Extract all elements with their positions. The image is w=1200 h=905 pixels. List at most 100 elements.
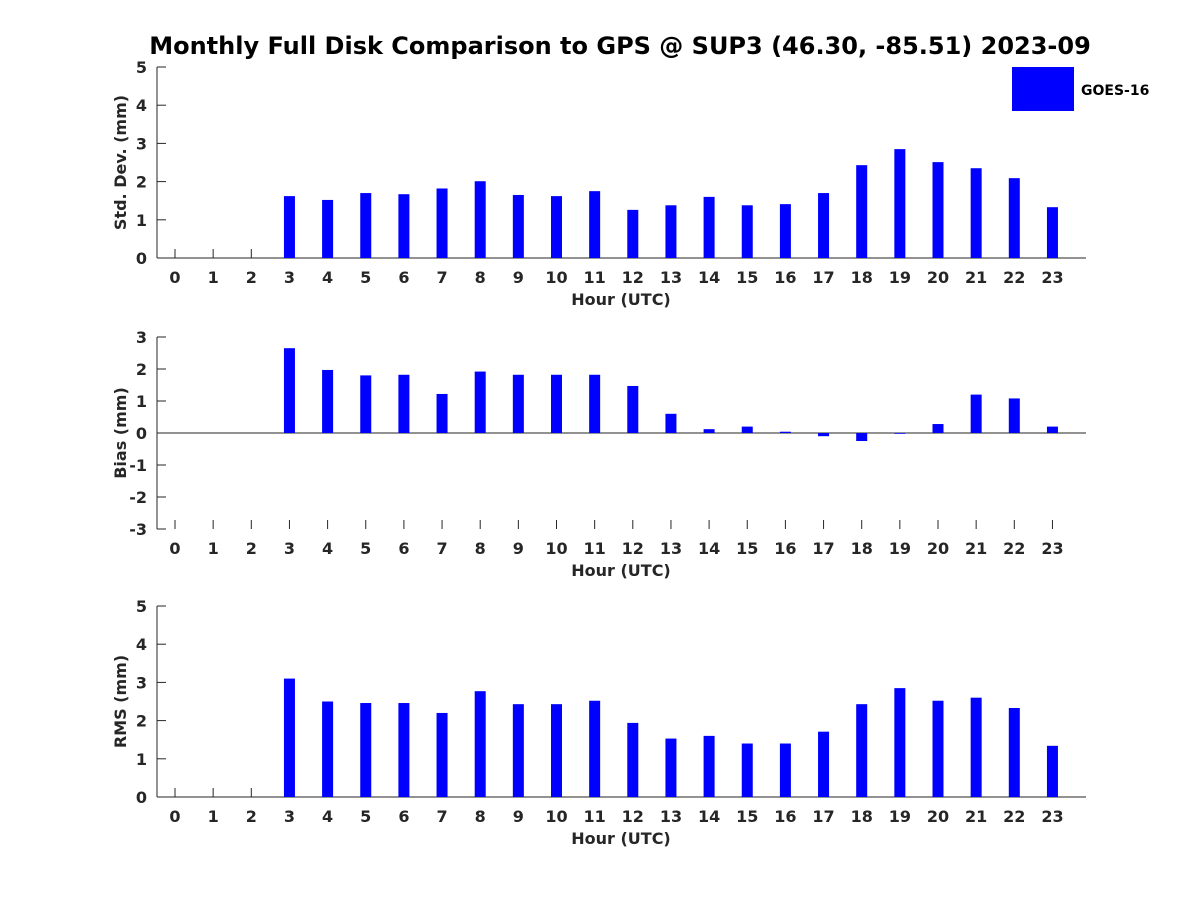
x-tick-label: 4 [322, 268, 333, 287]
x-tick-label: 22 [1003, 268, 1025, 287]
bar-hour-22 [1008, 398, 1020, 433]
y-tick-label: 5 [136, 58, 147, 77]
x-tick-label: 9 [513, 807, 524, 826]
bar-hour-8 [474, 691, 486, 797]
bar-hour-7 [436, 712, 448, 797]
bar-hour-11 [589, 700, 601, 797]
x-tick-label: 11 [584, 268, 606, 287]
bar-hour-10 [551, 704, 562, 797]
x-tick-label: 13 [660, 539, 682, 558]
bar-hour-11 [589, 374, 601, 433]
x-tick-label: 4 [322, 807, 333, 826]
x-tick-label: 17 [812, 539, 834, 558]
bar-hour-9 [512, 374, 524, 433]
x-tick-label: 16 [774, 268, 796, 287]
y-tick-label: 0 [136, 424, 147, 443]
x-tick-label: 1 [208, 268, 219, 287]
y-tick-label: -3 [129, 520, 147, 539]
x-tick-label: 5 [360, 807, 371, 826]
bar-hour-10 [551, 374, 562, 433]
x-tick-label: 2 [246, 807, 257, 826]
bar-hour-18 [856, 704, 868, 797]
bar-hour-20 [932, 162, 944, 258]
bar-hour-21 [970, 697, 982, 797]
bar-hour-9 [512, 704, 524, 797]
y-axis-label: Std. Dev. (mm) [111, 95, 130, 230]
bar-hour-12 [627, 209, 639, 258]
y-axis-label: Bias (mm) [111, 387, 130, 479]
x-axis-label: Hour (UTC) [571, 290, 671, 309]
bar-hour-15 [741, 426, 753, 433]
y-tick-label: 3 [136, 328, 147, 347]
x-tick-label: 12 [622, 539, 644, 558]
x-tick-label: 23 [1041, 539, 1063, 558]
y-tick-label: 3 [136, 673, 147, 692]
x-tick-label: 19 [889, 807, 911, 826]
x-tick-label: 8 [475, 268, 486, 287]
bar-hour-18 [856, 433, 868, 441]
x-tick-label: 3 [284, 539, 295, 558]
x-tick-label: 5 [360, 268, 371, 287]
x-tick-label: 11 [584, 807, 606, 826]
bar-hour-12 [627, 722, 639, 797]
x-tick-label: 23 [1041, 807, 1063, 826]
x-tick-label: 17 [812, 807, 834, 826]
x-tick-label: 21 [965, 807, 987, 826]
bar-hour-3 [283, 196, 295, 258]
bar-hour-8 [474, 371, 486, 433]
x-tick-label: 10 [545, 807, 567, 826]
bar-hour-8 [474, 181, 486, 258]
bar-hour-7 [436, 393, 448, 433]
x-tick-label: 18 [851, 807, 873, 826]
x-tick-label: 22 [1003, 807, 1025, 826]
bar-hour-20 [932, 424, 944, 433]
bar-hour-22 [1008, 178, 1020, 258]
x-tick-label: 6 [398, 268, 409, 287]
bar-hour-17 [818, 193, 830, 258]
bar-hour-4 [322, 701, 334, 797]
x-tick-label: 1 [208, 807, 219, 826]
bar-hour-22 [1008, 707, 1020, 797]
x-tick-label: 16 [774, 539, 796, 558]
bar-hour-6 [398, 194, 410, 258]
x-tick-label: 7 [436, 539, 447, 558]
x-tick-label: 8 [475, 807, 486, 826]
x-tick-label: 20 [927, 268, 949, 287]
x-tick-label: 2 [246, 268, 257, 287]
bar-hour-12 [627, 385, 639, 433]
bar-hour-5 [360, 375, 372, 433]
bar-hour-13 [665, 738, 677, 797]
bar-hour-23 [1046, 426, 1058, 433]
x-tick-label: 19 [889, 268, 911, 287]
x-tick-label: 15 [736, 807, 758, 826]
x-tick-label: 10 [545, 268, 567, 287]
x-axis-label: Hour (UTC) [571, 561, 671, 580]
x-tick-label: 20 [927, 807, 949, 826]
bar-hour-17 [818, 433, 830, 437]
x-tick-label: 4 [322, 539, 333, 558]
bar-hour-4 [322, 369, 334, 433]
y-tick-label: 0 [136, 788, 147, 807]
chart-title: Monthly Full Disk Comparison to GPS @ SU… [149, 32, 1091, 60]
bar-hour-21 [970, 394, 982, 433]
x-tick-label: 14 [698, 268, 720, 287]
x-tick-label: 19 [889, 539, 911, 558]
bar-hour-9 [512, 194, 524, 258]
x-tick-label: 14 [698, 539, 720, 558]
bar-hour-15 [741, 743, 753, 797]
y-tick-label: 5 [136, 597, 147, 616]
x-tick-label: 5 [360, 539, 371, 558]
x-tick-label: 15 [736, 268, 758, 287]
y-tick-label: 1 [136, 750, 147, 769]
x-tick-label: 0 [169, 807, 180, 826]
x-tick-label: 7 [436, 268, 447, 287]
y-tick-label: 3 [136, 134, 147, 153]
bar-hour-18 [856, 165, 868, 258]
bar-hour-13 [665, 205, 677, 258]
x-tick-label: 21 [965, 268, 987, 287]
bar-hour-4 [322, 199, 334, 258]
